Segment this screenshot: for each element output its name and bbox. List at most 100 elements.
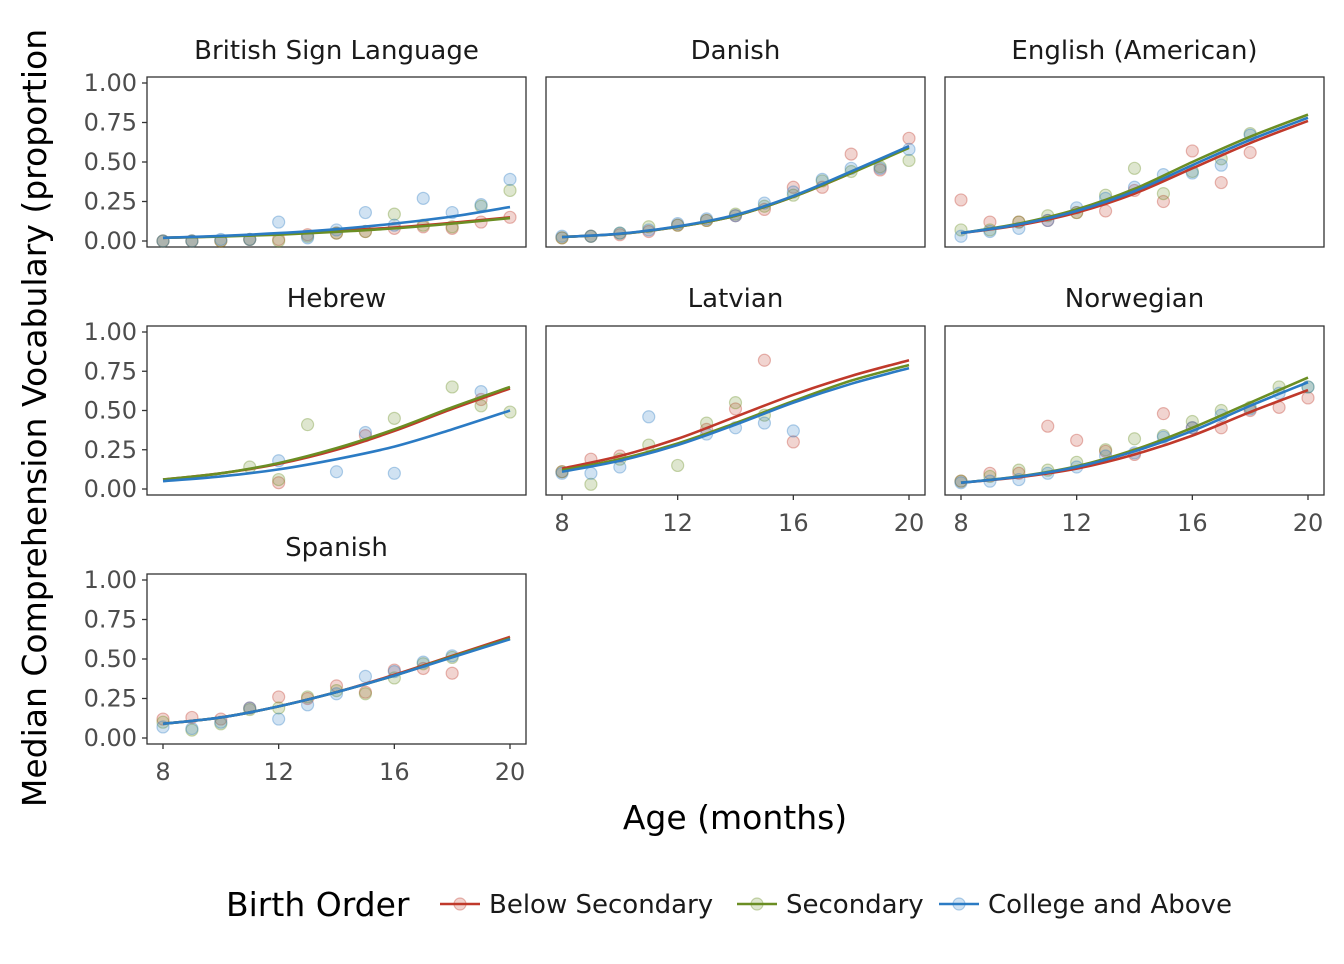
data-point — [1070, 433, 1084, 447]
data-point — [185, 723, 199, 737]
data-point — [1041, 419, 1055, 433]
y-tick-label: 0.75 — [84, 606, 137, 634]
x-tick-label: 12 — [1061, 509, 1092, 537]
data-point — [358, 205, 373, 220]
y-tick-label: 0.50 — [84, 645, 137, 673]
data-point — [1156, 194, 1171, 209]
data-point — [272, 234, 286, 248]
panel-spanish: Spanish 0.00 0.25 0.50 0.75 1.00 8 12 16 20 — [84, 533, 527, 786]
data-point — [1127, 432, 1142, 446]
legend-label: College and Above — [988, 890, 1232, 920]
legend-key-point — [952, 897, 966, 911]
data-point — [272, 472, 286, 487]
data-point — [358, 669, 373, 683]
panel-border — [146, 325, 527, 496]
data-point — [185, 721, 199, 736]
data-point — [272, 712, 286, 726]
y-tick-label: 0.50 — [84, 148, 137, 176]
x-tick-label: 20 — [894, 509, 925, 537]
data-point — [1127, 161, 1142, 175]
data-point — [671, 458, 685, 473]
data-point — [503, 172, 517, 186]
panel-border — [545, 76, 926, 248]
data-point — [445, 666, 459, 680]
data-point — [1214, 158, 1228, 172]
y-axis-title: Median Comprehension Vocabulary (proport… — [15, 29, 54, 807]
panel-english-american: English (American) — [944, 36, 1325, 248]
data-point — [272, 690, 286, 704]
facet-title: Latvian — [688, 284, 784, 314]
facet-title: Norwegian — [1065, 284, 1204, 314]
y-tick-label: 0.75 — [84, 357, 137, 385]
data-point — [358, 685, 373, 699]
data-point — [584, 477, 598, 491]
points-below-secondary — [555, 353, 800, 479]
x-tick-label: 20 — [1293, 509, 1324, 537]
data-point — [387, 411, 401, 425]
data-point — [786, 424, 800, 438]
x-tick-label: 20 — [495, 758, 526, 786]
fit-line-college-and-above — [162, 638, 511, 726]
legend-key-point — [453, 897, 467, 911]
y-tick-label: 1.00 — [84, 566, 137, 594]
legend-item-below-secondary: Below Secondary — [440, 890, 713, 920]
data-point — [1098, 444, 1113, 458]
data-point — [642, 410, 656, 424]
data-point — [728, 396, 743, 410]
x-axis-title: Age (months) — [623, 798, 847, 837]
data-point — [474, 198, 488, 212]
legend-label: Below Secondary — [489, 890, 713, 920]
data-point — [1243, 145, 1257, 160]
panel-danish: Danish — [545, 36, 926, 248]
fit-line-college-and-above — [561, 366, 910, 474]
data-point — [329, 465, 344, 479]
y-tick-label: 1.00 — [84, 69, 137, 97]
y-tick-label: 0.00 — [84, 724, 137, 752]
data-point — [474, 399, 488, 413]
legend-item-secondary: Secondary — [737, 890, 924, 920]
fit-line-secondary — [561, 363, 910, 472]
y-tick-label: 0.25 — [84, 685, 137, 713]
facet-title: Danish — [691, 36, 781, 66]
x-tick-label: 16 — [1177, 509, 1208, 537]
fit-line-college-and-above — [162, 205, 511, 240]
legend-item-college-and-above: College and Above — [939, 890, 1232, 920]
data-point — [902, 153, 916, 168]
legend-label: Secondary — [786, 890, 924, 920]
panel-hebrew: Hebrew 0.00 0.25 0.50 0.75 1.00 — [84, 284, 527, 503]
x-tick-label: 8 — [554, 509, 569, 537]
y-tick-label: 0.50 — [84, 397, 137, 425]
data-point — [786, 435, 800, 449]
legend: Birth Order Below Secondary Secondary Coll… — [226, 885, 1232, 924]
facet-panels: British Sign Language 0.00 0.25 0.50 0.75 1.0… — [84, 36, 1325, 786]
y-tick-label: 0.25 — [84, 188, 137, 216]
fit-line-college-and-above — [960, 116, 1309, 235]
data-point — [1156, 187, 1171, 201]
facet-title: Hebrew — [287, 284, 386, 314]
panel-latvian: Latvian 8 12 16 20 — [545, 284, 926, 537]
y-tick-label: 0.75 — [84, 109, 137, 137]
points-college-and-above — [156, 649, 459, 736]
fit-line-college-and-above — [561, 145, 910, 239]
legend-key-point — [750, 897, 764, 911]
y-tick-label: 1.00 — [84, 318, 137, 346]
data-point — [1301, 391, 1315, 405]
data-point — [786, 180, 800, 194]
panel-norwegian: Norwegian 8 12 16 20 — [944, 284, 1325, 537]
x-tick-label: 12 — [662, 509, 693, 537]
facet-title: British Sign Language — [194, 36, 479, 66]
data-point — [757, 353, 772, 367]
data-point — [844, 147, 858, 161]
data-point — [416, 191, 430, 205]
panel-border — [944, 325, 1325, 496]
data-point — [1156, 407, 1171, 421]
x-tick-label: 16 — [379, 758, 410, 786]
y-tick-label: 0.00 — [84, 475, 137, 503]
fit-line-below-secondary — [561, 359, 910, 470]
data-point — [1098, 443, 1113, 457]
data-point — [728, 402, 743, 416]
data-point — [873, 161, 887, 175]
panel-border — [944, 76, 1325, 248]
data-point — [156, 712, 170, 726]
